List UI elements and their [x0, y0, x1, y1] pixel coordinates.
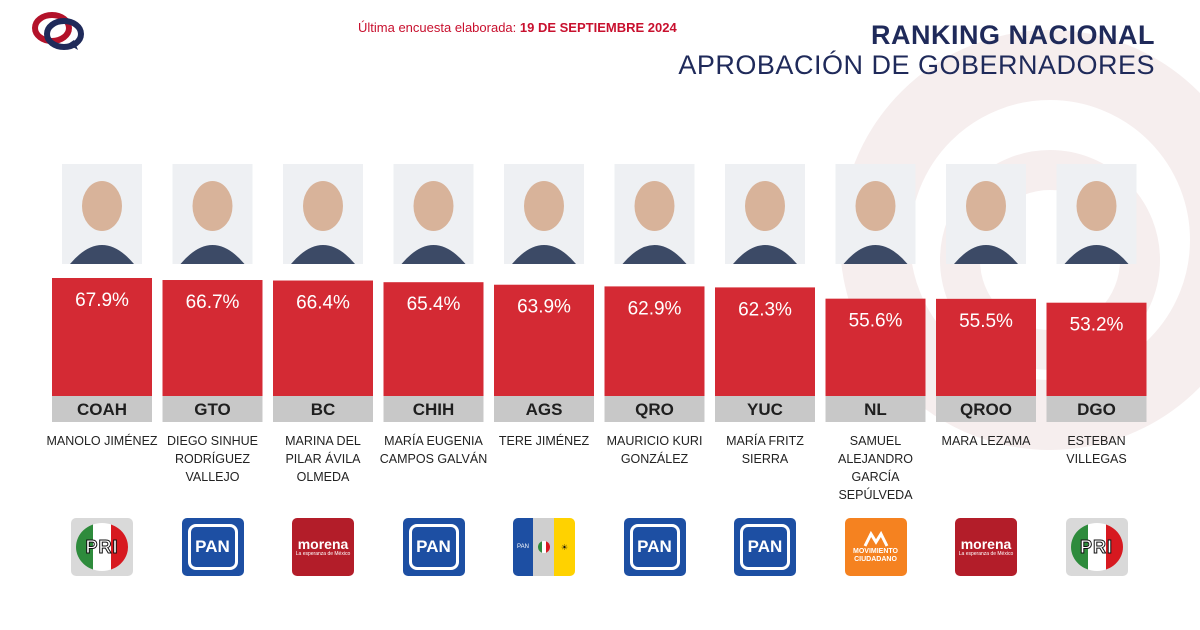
state-tab	[52, 396, 152, 422]
category-label: BC	[311, 400, 336, 419]
state-tab	[936, 396, 1036, 422]
value-label: 53.2%	[1070, 315, 1124, 336]
category-label: YUC	[747, 400, 783, 419]
value-label: 66.4%	[296, 293, 350, 314]
governor-photo	[283, 164, 363, 264]
governor-photo	[946, 164, 1026, 264]
bar-chih	[383, 282, 484, 396]
governor-photo	[835, 164, 916, 264]
bar-gto	[162, 280, 263, 396]
state-tab	[825, 396, 926, 422]
bar-bc	[273, 280, 373, 396]
state-tab	[1046, 396, 1147, 422]
page-title: RANKING NACIONAL	[871, 20, 1155, 50]
pan-logo-icon: PAN	[181, 518, 244, 576]
value-label: 62.9%	[628, 298, 682, 319]
coalition-logo-icon: PAN ☀	[513, 518, 575, 576]
value-label: 65.4%	[407, 294, 461, 315]
page-subtitle: APROBACIÓN DE GOBERNADORES	[678, 50, 1155, 80]
value-label: 62.3%	[738, 299, 792, 320]
governor-name: MAURICIO KURI GONZÁLEZ	[606, 434, 703, 466]
governor-photo	[393, 164, 474, 264]
state-tab	[494, 396, 594, 422]
pri-logo-icon: PRI	[71, 518, 133, 576]
state-tab	[273, 396, 373, 422]
bar-qro	[604, 286, 705, 396]
bar-qroo	[936, 298, 1036, 396]
category-label: AGS	[526, 400, 563, 419]
governor-photo	[62, 164, 142, 264]
governor-photo	[172, 164, 253, 264]
pan-logo-icon: PAN	[623, 518, 686, 576]
state-tab	[162, 396, 263, 422]
governor-name: MARÍA EUGENIA CAMPOS GALVÁN	[379, 434, 488, 466]
governor-name: MARINA DEL PILAR ÁVILA OLMEDA	[285, 434, 361, 484]
category-label: DGO	[1077, 400, 1116, 419]
pan-logo-icon: PAN	[402, 518, 465, 576]
governor-name: MARÍA FRITZ SIERRA	[726, 434, 804, 466]
state-tab	[604, 396, 705, 422]
value-label: 55.5%	[959, 311, 1013, 332]
value-label: 55.6%	[849, 311, 903, 332]
morena-logo-icon: morena La esperanza de México	[292, 518, 354, 576]
value-label: 66.7%	[186, 292, 240, 313]
morena-logo-icon: morena La esperanza de México	[955, 518, 1017, 576]
category-label: GTO	[194, 400, 231, 419]
value-label: 63.9%	[517, 297, 571, 318]
governor-name: DIEGO SINHUE RODRÍGUEZ VALLEJO	[167, 434, 258, 484]
governor-photo	[614, 164, 695, 264]
category-label: QROO	[960, 400, 1012, 419]
state-tab	[715, 396, 815, 422]
governor-photo	[504, 164, 584, 264]
governor-photo	[725, 164, 805, 264]
movimiento-ciudadano-logo-icon: MOVIMIENTO CIUDADANO	[844, 518, 907, 576]
category-label: QRO	[635, 400, 674, 419]
category-label: NL	[864, 400, 887, 419]
brand-logo-icon	[32, 12, 84, 50]
bar-ags	[494, 284, 594, 396]
pri-logo-icon: PRI	[1065, 518, 1128, 576]
governor-name: ESTEBAN VILLEGAS	[1066, 434, 1127, 466]
bar-nl	[825, 298, 926, 396]
category-label: COAH	[77, 400, 127, 419]
governor-name: MANOLO JIMÉNEZ	[46, 434, 158, 448]
governor-name: TERE JIMÉNEZ	[498, 434, 590, 448]
bar-dgo	[1046, 302, 1147, 396]
governor-photo	[1056, 164, 1137, 264]
value-label: 67.9%	[75, 290, 129, 311]
bar-coah	[52, 278, 152, 396]
survey-date: 19 DE SEPTIEMBRE 2024	[519, 20, 677, 35]
governor-names: MANOLO JIMÉNEZ DIEGO SINHUE RODRÍGUEZ VAL…	[0, 432, 1200, 522]
pan-logo-icon: PAN	[734, 518, 796, 576]
bar-yuc	[715, 287, 815, 396]
state-tab	[383, 396, 484, 422]
survey-label: Última encuesta elaborada:	[358, 20, 517, 35]
governor-name: MARA LEZAMA	[941, 434, 1031, 448]
category-label: CHIH	[413, 400, 455, 419]
survey-date-line: Última encuesta elaborada: 19 DE SEPTIEM…	[358, 20, 677, 35]
governor-name: SAMUEL ALEJANDRO GARCÍA SEPÚLVEDA	[837, 434, 914, 502]
